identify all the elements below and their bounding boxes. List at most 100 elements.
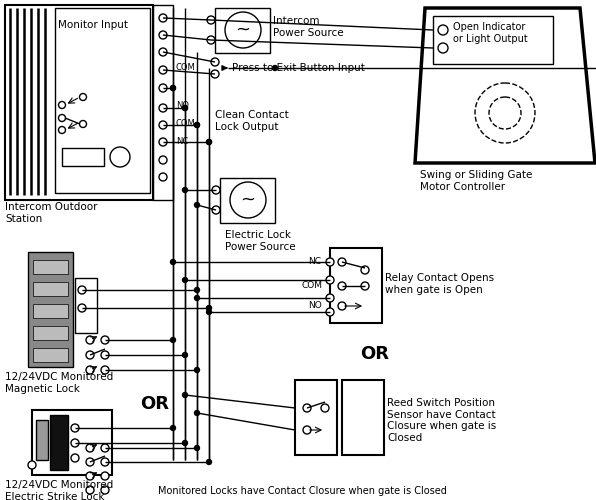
Bar xyxy=(33,260,68,274)
Circle shape xyxy=(194,368,200,372)
Circle shape xyxy=(159,31,167,39)
Circle shape xyxy=(194,122,200,128)
Circle shape xyxy=(79,94,86,100)
Circle shape xyxy=(170,426,175,430)
Bar xyxy=(220,178,275,223)
Circle shape xyxy=(86,458,94,466)
Text: Reed Switch Position
Sensor have Contact
Closure when gate is
Closed: Reed Switch Position Sensor have Contact… xyxy=(387,398,496,443)
Bar xyxy=(33,348,68,362)
Circle shape xyxy=(194,122,200,128)
Text: NC: NC xyxy=(176,138,188,146)
Circle shape xyxy=(159,84,167,92)
Circle shape xyxy=(86,472,94,480)
Circle shape xyxy=(212,206,220,214)
Bar xyxy=(5,5,153,200)
Circle shape xyxy=(194,296,200,300)
Circle shape xyxy=(194,446,200,450)
Circle shape xyxy=(71,424,79,432)
Circle shape xyxy=(182,278,188,282)
Circle shape xyxy=(101,351,109,359)
Text: Relay Contact Opens
when gate is Open: Relay Contact Opens when gate is Open xyxy=(385,273,494,294)
Text: OR: OR xyxy=(361,345,390,363)
Circle shape xyxy=(101,458,109,466)
Text: NC: NC xyxy=(308,258,321,266)
Text: OR: OR xyxy=(141,395,169,413)
Circle shape xyxy=(78,304,86,312)
Circle shape xyxy=(207,36,215,44)
Circle shape xyxy=(338,302,346,310)
Text: 12/24VDC Monitored
Magnetic Lock: 12/24VDC Monitored Magnetic Lock xyxy=(5,372,113,394)
Circle shape xyxy=(326,276,334,284)
Circle shape xyxy=(212,186,220,194)
Circle shape xyxy=(159,156,167,164)
Circle shape xyxy=(159,121,167,129)
Text: NO: NO xyxy=(308,302,322,310)
Circle shape xyxy=(361,266,369,274)
Circle shape xyxy=(182,352,188,358)
Circle shape xyxy=(206,460,212,464)
Circle shape xyxy=(211,70,219,78)
Text: Monitor Input: Monitor Input xyxy=(58,20,128,30)
Bar xyxy=(33,326,68,340)
Text: Electric Lock
Power Source: Electric Lock Power Source xyxy=(225,230,296,252)
Text: Intercom
Power Source: Intercom Power Source xyxy=(273,16,344,38)
Circle shape xyxy=(28,461,36,469)
Bar xyxy=(295,380,337,455)
Circle shape xyxy=(101,366,109,374)
Bar xyxy=(50,415,68,470)
Circle shape xyxy=(110,147,130,167)
Circle shape xyxy=(338,282,346,290)
Circle shape xyxy=(206,310,212,314)
Circle shape xyxy=(86,444,94,452)
Circle shape xyxy=(159,14,167,22)
Circle shape xyxy=(182,106,188,110)
Circle shape xyxy=(272,66,278,70)
Circle shape xyxy=(194,202,200,207)
Text: 12/24VDC Monitored
Electric Strike Lock: 12/24VDC Monitored Electric Strike Lock xyxy=(5,480,113,500)
Bar xyxy=(55,8,150,193)
Circle shape xyxy=(79,120,86,128)
Circle shape xyxy=(303,426,311,434)
Bar xyxy=(33,282,68,296)
Text: NO: NO xyxy=(176,102,189,110)
Circle shape xyxy=(159,48,167,56)
Circle shape xyxy=(182,440,188,446)
Bar xyxy=(215,8,270,53)
Bar xyxy=(75,278,97,333)
Text: COM: COM xyxy=(176,64,195,72)
Circle shape xyxy=(170,86,175,90)
Text: Intercom Outdoor
Station: Intercom Outdoor Station xyxy=(5,202,98,224)
Circle shape xyxy=(182,188,188,192)
Circle shape xyxy=(182,106,188,110)
Text: Monitored Locks have Contact Closure when gate is Closed: Monitored Locks have Contact Closure whe… xyxy=(158,486,447,496)
Circle shape xyxy=(86,486,94,494)
Bar xyxy=(342,380,384,455)
Circle shape xyxy=(206,140,212,144)
Circle shape xyxy=(206,140,212,144)
Circle shape xyxy=(194,288,200,292)
Circle shape xyxy=(194,410,200,416)
Text: COM: COM xyxy=(302,282,323,290)
Text: COM: COM xyxy=(176,120,195,128)
Text: Clean Contact
Lock Output: Clean Contact Lock Output xyxy=(215,110,288,132)
Circle shape xyxy=(206,306,212,310)
Bar xyxy=(330,248,382,323)
Circle shape xyxy=(326,308,334,316)
Circle shape xyxy=(225,12,261,48)
Bar xyxy=(28,252,73,367)
Bar xyxy=(433,16,553,64)
Circle shape xyxy=(303,404,311,412)
Circle shape xyxy=(211,58,219,66)
Circle shape xyxy=(78,286,86,294)
Circle shape xyxy=(159,173,167,181)
Bar xyxy=(62,148,104,166)
Circle shape xyxy=(326,294,334,302)
Circle shape xyxy=(207,16,215,24)
Circle shape xyxy=(101,486,109,494)
Circle shape xyxy=(101,472,109,480)
Text: ~: ~ xyxy=(235,21,250,39)
Bar xyxy=(32,410,112,475)
Text: Swing or Sliding Gate
Motor Controller: Swing or Sliding Gate Motor Controller xyxy=(420,170,532,192)
Circle shape xyxy=(170,260,175,264)
Circle shape xyxy=(58,114,66,121)
